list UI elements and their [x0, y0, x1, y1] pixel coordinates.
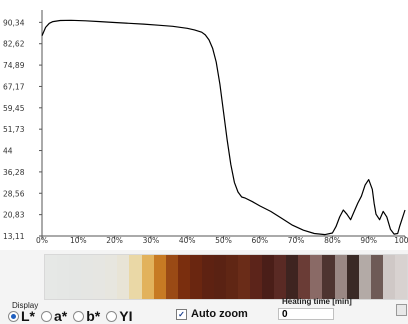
color-strip-segment — [141, 255, 154, 299]
y-tick-label: 82,62 — [3, 40, 25, 49]
y-tick-label: 13,11 — [3, 232, 25, 241]
y-tick-label: 20,83 — [3, 211, 25, 220]
x-tick-label: 70% — [288, 236, 305, 245]
y-tick-label: 44 — [3, 147, 13, 156]
radio-option-yi[interactable]: YI — [106, 308, 133, 324]
y-tick-label: 67,17 — [3, 82, 25, 91]
heating-time-input[interactable]: 0 — [278, 308, 334, 320]
color-strip-segment — [358, 255, 371, 299]
radio-label-b: b* — [86, 308, 101, 324]
radio-label-a: a* — [54, 308, 68, 324]
radio-option-a[interactable]: a* — [41, 308, 68, 324]
color-strip-segment — [177, 255, 190, 299]
y-tick-label: 51,73 — [3, 125, 25, 134]
color-strip-segment — [334, 255, 347, 299]
y-tick-label: 36,28 — [3, 168, 25, 177]
color-strip — [44, 254, 408, 300]
y-tick-label: 59,45 — [3, 104, 25, 113]
color-strip-segment — [153, 255, 166, 299]
color-strip-segment — [93, 255, 106, 299]
x-tick-label: 0% — [36, 236, 48, 245]
display-radio-group: L* a* b* YI — [8, 308, 133, 324]
color-strip-segment — [225, 255, 238, 299]
color-strip-segment — [274, 255, 287, 299]
x-tick-label: 80% — [324, 236, 341, 245]
color-strip-segment — [117, 255, 130, 299]
color-strip-segment — [394, 255, 407, 299]
series-line — [41, 19, 406, 236]
radio-label-l: L* — [21, 308, 35, 324]
color-strip-segment — [286, 255, 299, 299]
y-tick-label: 74,89 — [3, 61, 25, 70]
export-icon[interactable] — [396, 304, 407, 316]
x-tick-label: 60% — [251, 236, 268, 245]
color-strip-segment — [189, 255, 202, 299]
y-tick-label: 90,34 — [3, 18, 25, 27]
x-tick-label: 50% — [215, 236, 232, 245]
color-strip-segment — [346, 255, 359, 299]
x-tick-label: 100% — [394, 236, 408, 245]
color-strip-segment — [250, 255, 263, 299]
x-tick-label: 20% — [106, 236, 123, 245]
color-strip-segment — [262, 255, 275, 299]
color-strip-segment — [201, 255, 214, 299]
autozoom-checkbox[interactable]: ✓ — [176, 308, 187, 320]
color-strip-segment — [298, 255, 311, 299]
y-tick-label: 28,56 — [3, 189, 25, 198]
color-strip-segment — [165, 255, 178, 299]
radio-option-b[interactable]: b* — [73, 308, 101, 324]
radio-option-l[interactable]: L* — [8, 308, 35, 324]
display-label: Display — [12, 301, 39, 310]
color-strip-segment — [45, 255, 58, 299]
color-strip-segment — [105, 255, 118, 299]
x-tick-label: 10% — [70, 236, 87, 245]
x-tick-label: 40% — [179, 236, 196, 245]
autozoom-checkbox-row[interactable]: ✓ Auto zoom — [176, 308, 248, 320]
color-strip-segment — [81, 255, 94, 299]
color-strip-segment — [57, 255, 70, 299]
color-strip-segment — [238, 255, 251, 299]
plot-area: 13,11 20,83 28,56 36,28 44 51,73 59,45 67,17 74,… — [0, 0, 408, 250]
heating-time-label: Heating time [min] — [282, 297, 352, 306]
color-strip-segment — [69, 255, 82, 299]
color-strip-segment — [129, 255, 142, 299]
color-strip-segment — [322, 255, 335, 299]
color-strip-segment — [213, 255, 226, 299]
color-strip-segment — [310, 255, 323, 299]
color-strip-segment — [370, 255, 383, 299]
radio-label-yi: YI — [119, 308, 133, 324]
x-tick-label: 90% — [360, 236, 377, 245]
x-tick-label: 30% — [143, 236, 160, 245]
autozoom-label: Auto zoom — [191, 308, 248, 320]
color-strip-segment — [382, 255, 395, 299]
line-chart: 13,11 20,83 28,56 36,28 44 51,73 59,45 67,17 74,… — [3, 10, 408, 245]
